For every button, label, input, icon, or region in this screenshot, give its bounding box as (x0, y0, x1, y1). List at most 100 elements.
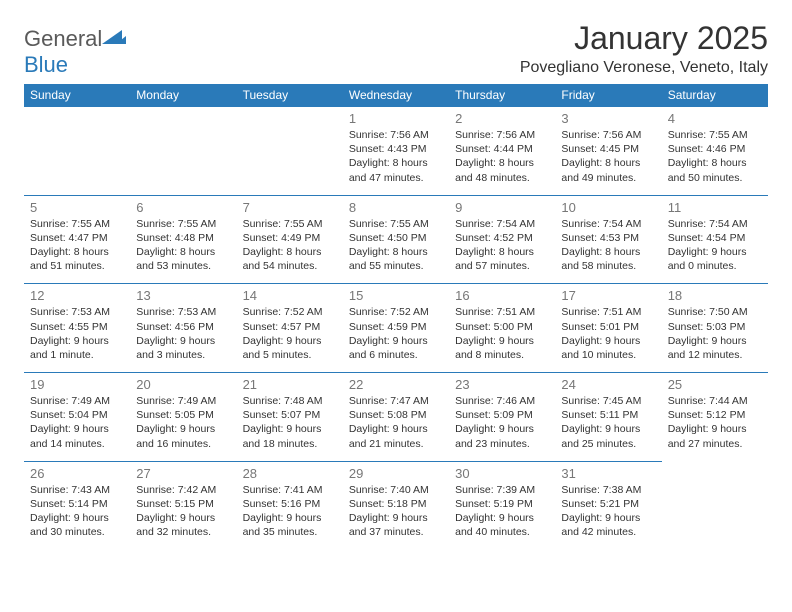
day-info: Sunrise: 7:53 AMSunset: 4:56 PMDaylight:… (136, 305, 230, 362)
calendar-cell: 14Sunrise: 7:52 AMSunset: 4:57 PMDayligh… (237, 284, 343, 373)
day-number: 20 (136, 377, 230, 392)
day-info-line: Daylight: 9 hours (30, 511, 124, 525)
day-info: Sunrise: 7:49 AMSunset: 5:05 PMDaylight:… (136, 394, 230, 451)
day-info-line: Sunset: 5:00 PM (455, 320, 549, 334)
day-info-line: and 51 minutes. (30, 259, 124, 273)
calendar-table: SundayMondayTuesdayWednesdayThursdayFrid… (24, 84, 768, 549)
weekday-header: Friday (555, 84, 661, 107)
calendar-cell: 12Sunrise: 7:53 AMSunset: 4:55 PMDayligh… (24, 284, 130, 373)
day-info-line: Sunrise: 7:56 AM (455, 128, 549, 142)
header: GeneralBlue January 2025 Povegliano Vero… (24, 20, 768, 78)
day-info-line: Sunset: 4:48 PM (136, 231, 230, 245)
day-info-line: and 0 minutes. (668, 259, 762, 273)
day-info-line: Sunset: 4:50 PM (349, 231, 443, 245)
day-info-line: Sunset: 5:03 PM (668, 320, 762, 334)
day-info: Sunrise: 7:41 AMSunset: 5:16 PMDaylight:… (243, 483, 337, 540)
day-number: 30 (455, 466, 549, 481)
day-info-line: and 37 minutes. (349, 525, 443, 539)
calendar-week-row: 19Sunrise: 7:49 AMSunset: 5:04 PMDayligh… (24, 373, 768, 462)
day-info-line: Daylight: 9 hours (668, 245, 762, 259)
day-number: 17 (561, 288, 655, 303)
day-number: 15 (349, 288, 443, 303)
day-info-line: and 14 minutes. (30, 437, 124, 451)
day-info-line: Daylight: 8 hours (30, 245, 124, 259)
day-info-line: Sunset: 5:09 PM (455, 408, 549, 422)
day-info: Sunrise: 7:53 AMSunset: 4:55 PMDaylight:… (30, 305, 124, 362)
day-info-line: Daylight: 9 hours (243, 511, 337, 525)
calendar-cell: 21Sunrise: 7:48 AMSunset: 5:07 PMDayligh… (237, 373, 343, 462)
day-info-line: Sunset: 4:44 PM (455, 142, 549, 156)
day-info: Sunrise: 7:43 AMSunset: 5:14 PMDaylight:… (30, 483, 124, 540)
day-info-line: and 5 minutes. (243, 348, 337, 362)
calendar-cell: 11Sunrise: 7:54 AMSunset: 4:54 PMDayligh… (662, 195, 768, 284)
day-number: 31 (561, 466, 655, 481)
day-info-line: Sunset: 5:18 PM (349, 497, 443, 511)
day-info-line: Daylight: 9 hours (455, 422, 549, 436)
day-info-line: and 35 minutes. (243, 525, 337, 539)
day-info-line: Daylight: 8 hours (349, 156, 443, 170)
calendar-cell: 30 Sunrise: 7:39 AMSunset: 5:19 PMDayligh… (449, 461, 555, 549)
day-info-line: Sunrise: 7:46 AM (455, 394, 549, 408)
day-number: 1 (349, 111, 443, 126)
logo: GeneralBlue (24, 20, 126, 78)
title-block: January 2025 Povegliano Veronese, Veneto… (520, 20, 768, 77)
day-info-line: Sunrise: 7:55 AM (243, 217, 337, 231)
day-info-line: Daylight: 8 hours (136, 245, 230, 259)
logo-text-blue: Blue (24, 52, 68, 77)
day-info: Sunrise: 7:47 AMSunset: 5:08 PMDaylight:… (349, 394, 443, 451)
day-info: Sunrise: 7:46 AMSunset: 5:09 PMDaylight:… (455, 394, 549, 451)
day-info: Sunrise: 7:52 AMSunset: 4:57 PMDaylight:… (243, 305, 337, 362)
day-info-line: Sunrise: 7:41 AM (243, 483, 337, 497)
day-info: Sunrise: 7:50 AMSunset: 5:03 PMDaylight:… (668, 305, 762, 362)
day-info-line: and 12 minutes. (668, 348, 762, 362)
day-info-line: Daylight: 9 hours (349, 334, 443, 348)
day-info-line: Sunset: 4:57 PM (243, 320, 337, 334)
day-info-line: Sunset: 5:07 PM (243, 408, 337, 422)
calendar-cell: 17Sunrise: 7:51 AMSunset: 5:01 PMDayligh… (555, 284, 661, 373)
day-info-line: Sunrise: 7:54 AM (668, 217, 762, 231)
day-number: 28 (243, 466, 337, 481)
day-info-line: Sunset: 5:08 PM (349, 408, 443, 422)
logo-text: GeneralBlue (24, 26, 126, 78)
day-info: Sunrise: 7:56 AMSunset: 4:43 PMDaylight:… (349, 128, 443, 185)
month-title: January 2025 (520, 20, 768, 57)
weekday-header: Tuesday (237, 84, 343, 107)
calendar-cell: 16Sunrise: 7:51 AMSunset: 5:00 PMDayligh… (449, 284, 555, 373)
day-info-line: Sunrise: 7:54 AM (455, 217, 549, 231)
day-info: Sunrise: 7:38 AMSunset: 5:21 PMDaylight:… (561, 483, 655, 540)
day-info-line: Sunrise: 7:50 AM (668, 305, 762, 319)
day-info-line: Daylight: 8 hours (349, 245, 443, 259)
calendar-cell: 23Sunrise: 7:46 AMSunset: 5:09 PMDayligh… (449, 373, 555, 462)
day-info: Sunrise: 7:54 AMSunset: 4:54 PMDaylight:… (668, 217, 762, 274)
calendar-cell: 18Sunrise: 7:50 AMSunset: 5:03 PMDayligh… (662, 284, 768, 373)
day-info-line: Sunrise: 7:51 AM (561, 305, 655, 319)
calendar-cell: 8Sunrise: 7:55 AMSunset: 4:50 PMDaylight… (343, 195, 449, 284)
calendar-week-row: 26Sunrise: 7:43 AMSunset: 5:14 PMDayligh… (24, 461, 768, 549)
day-info-line: and 32 minutes. (136, 525, 230, 539)
day-info-line: Sunset: 4:56 PM (136, 320, 230, 334)
day-info-line: and 16 minutes. (136, 437, 230, 451)
calendar-head: SundayMondayTuesdayWednesdayThursdayFrid… (24, 84, 768, 107)
calendar-cell (24, 107, 130, 196)
calendar-cell: 1 Sunrise: 7:56 AMSunset: 4:43 PMDaylight… (343, 107, 449, 196)
calendar-body: 1 Sunrise: 7:56 AMSunset: 4:43 PMDaylight… (24, 107, 768, 550)
day-info: Sunrise: 7:55 AMSunset: 4:50 PMDaylight:… (349, 217, 443, 274)
calendar-cell: 7Sunrise: 7:55 AMSunset: 4:49 PMDaylight… (237, 195, 343, 284)
day-number: 29 (349, 466, 443, 481)
day-info-line: Sunrise: 7:55 AM (668, 128, 762, 142)
day-info-line: Daylight: 9 hours (455, 334, 549, 348)
day-number: 10 (561, 200, 655, 215)
calendar-cell: 2Sunrise: 7:56 AMSunset: 4:44 PMDaylight… (449, 107, 555, 196)
day-info: Sunrise: 7:39 AMSunset: 5:19 PMDaylight:… (455, 483, 549, 540)
day-info-line: and 53 minutes. (136, 259, 230, 273)
day-number: 13 (136, 288, 230, 303)
day-info-line: Daylight: 9 hours (561, 511, 655, 525)
day-info: Sunrise: 7:48 AMSunset: 5:07 PMDaylight:… (243, 394, 337, 451)
day-info-line: and 50 minutes. (668, 171, 762, 185)
day-number: 19 (30, 377, 124, 392)
calendar-cell: 19Sunrise: 7:49 AMSunset: 5:04 PMDayligh… (24, 373, 130, 462)
day-info-line: and 21 minutes. (349, 437, 443, 451)
calendar-cell: 6Sunrise: 7:55 AMSunset: 4:48 PMDaylight… (130, 195, 236, 284)
calendar-cell: 26Sunrise: 7:43 AMSunset: 5:14 PMDayligh… (24, 461, 130, 549)
day-info-line: and 55 minutes. (349, 259, 443, 273)
